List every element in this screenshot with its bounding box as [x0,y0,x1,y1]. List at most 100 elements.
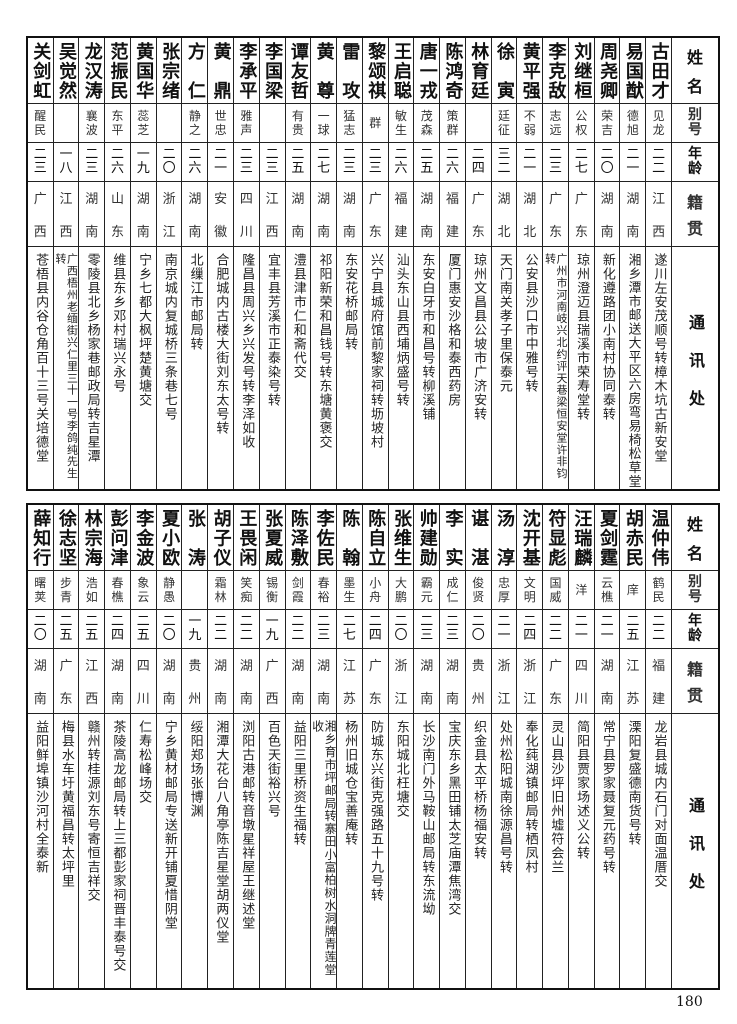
person-address: 杨州旧城仓宝善庵转 [342,720,358,846]
char: 南 [317,692,331,707]
char: 小 [369,576,382,590]
char: 名 [686,543,703,563]
char: 南 [111,692,125,707]
table-row: 夏剑霆云樵二一湖南常宁县罗家聂复元药号转 [593,505,620,988]
person-origin: 广东 [362,649,388,714]
char: 贯 [686,219,703,238]
person-name: 陈翰 [339,509,361,566]
person-origin: 福建 [646,649,671,714]
person-name: 古田才 [648,42,670,99]
person-alias: 不弱 [517,104,543,143]
char: 南 [162,692,176,707]
person-alias: 成仁 [440,571,465,610]
person-name: 黎颂祺 [365,42,387,99]
person-address-cell: 仁寿松峰场交 [131,714,156,988]
person-address-cell: 东安白牙市和昌号转柳溪铺 [414,247,439,489]
person-name-cell: 陈自立 [362,505,388,571]
person-alias: 策群 [440,104,465,143]
char: 如 [85,590,98,604]
table-row: 方仁静之二六湖南北缫江市邮局转 [181,38,208,489]
char: 九 [188,628,202,643]
char: 江 [523,692,537,707]
person-origin: 四川 [130,649,156,714]
person-address-cell: 东阳城北枉塘交 [389,714,414,988]
person-name: 黄尊 [313,42,335,99]
char: 二 [600,147,614,162]
person-name: 汪瑞麟 [571,509,593,566]
char: 江 [342,659,356,674]
person-alias: 雅声 [233,104,259,143]
char: 广 [33,192,47,207]
person-address-cell: 长沙南门外马鞍山邮局转东流坳 [414,714,439,988]
person-origin: 湖南 [594,649,620,714]
header-alias: 别号 [672,571,718,610]
char: 〇 [33,628,47,643]
header-age: 年龄 [672,610,718,649]
char: 西 [33,225,47,240]
person-age: 二一 [620,143,646,182]
char: 民 [652,590,665,604]
char: 旭 [626,123,639,137]
person-age: 二二 [285,610,311,649]
char: 四 [523,628,537,643]
person-age: 二三 [311,610,337,649]
char: 广 [368,192,382,207]
char: 云 [601,576,614,590]
table-row: 吴觉然一八江西广西梧州老缅街兴仁里三十一号李鸽纯先生转 [52,38,79,489]
person-name: 关剑虹 [30,42,52,99]
person-name: 吴觉然 [56,42,77,99]
char: 群 [446,123,459,137]
person-age: 二五 [79,610,105,649]
char: 福 [445,192,459,207]
char: 四 [574,659,588,674]
person-name: 张维生 [390,509,412,566]
char: 二 [445,614,459,629]
person-address-cell: 广州市河南岐兴北约评天巷梁恒安堂许非钧转 [543,247,568,489]
person-address: 湘潭大花台八角亭陈吉星堂胡两仪堂 [213,720,229,944]
person-address: 东安白牙市和昌号转柳溪铺 [419,253,435,421]
char: 江 [394,692,408,707]
char: 一 [136,147,150,162]
char: 湖 [445,659,459,674]
person-age: 二〇 [27,610,53,649]
char: 湖 [136,192,150,207]
person-address-cell: 汕头东山县西埔炳盛号转 [389,247,414,489]
char: 二 [136,614,150,629]
person-address: 梅县水车圩黄福昌转太坪里 [58,720,74,888]
person-address-cell: 宁乡七都大枫坪楚黄塘交 [131,247,156,489]
person-alias: 猛志 [337,104,362,143]
person-age: 二二 [543,610,568,649]
header-origin: 籍贯 [672,649,718,714]
person-name-cell: 谌湛 [465,505,491,571]
person-name-cell: 黎颂祺 [362,38,388,104]
table-row: 汤淳忠厚二一浙江处州松阳城南徐源昌号转 [490,505,517,988]
person-name-cell: 范振民 [105,38,130,104]
person-alias: 文明 [517,571,543,610]
char: 二 [497,161,511,176]
person-name-cell: 夏剑霆 [594,505,620,571]
table-row: 胡子仪霜林二二湖南湘潭大花台八角亭陈吉星堂胡两仪堂 [207,505,233,988]
char: 一 [626,161,640,176]
char: 建 [394,225,408,240]
person-address-cell: 湘潭大花台八角亭陈吉星堂胡两仪堂 [208,714,233,988]
person-name-cell: 谭友哲 [285,38,311,104]
char: 江 [162,225,176,240]
person-alias: 茂森 [414,104,440,143]
person-origin: 湖南 [414,182,440,247]
char: 二 [574,614,588,629]
person-address-cell: 防城东兴街克强路五十九号转 [363,714,388,988]
char: 之 [188,123,201,137]
person-name-cell: 张维生 [388,505,414,571]
person-alias: 鹤民 [646,571,671,610]
person-age: 二五 [414,143,440,182]
char: 二 [111,614,125,629]
char: 猛 [343,109,356,123]
char: 鹤 [652,576,665,590]
person-name: 温仲伟 [648,509,670,566]
person-origin: 广西 [27,182,53,247]
char: 三 [239,161,253,176]
person-alias [53,104,79,143]
char: 元 [420,590,433,604]
person-address: 新化遵路团小南村协同泰转 [599,253,615,421]
person-name: 王启聪 [390,42,412,99]
